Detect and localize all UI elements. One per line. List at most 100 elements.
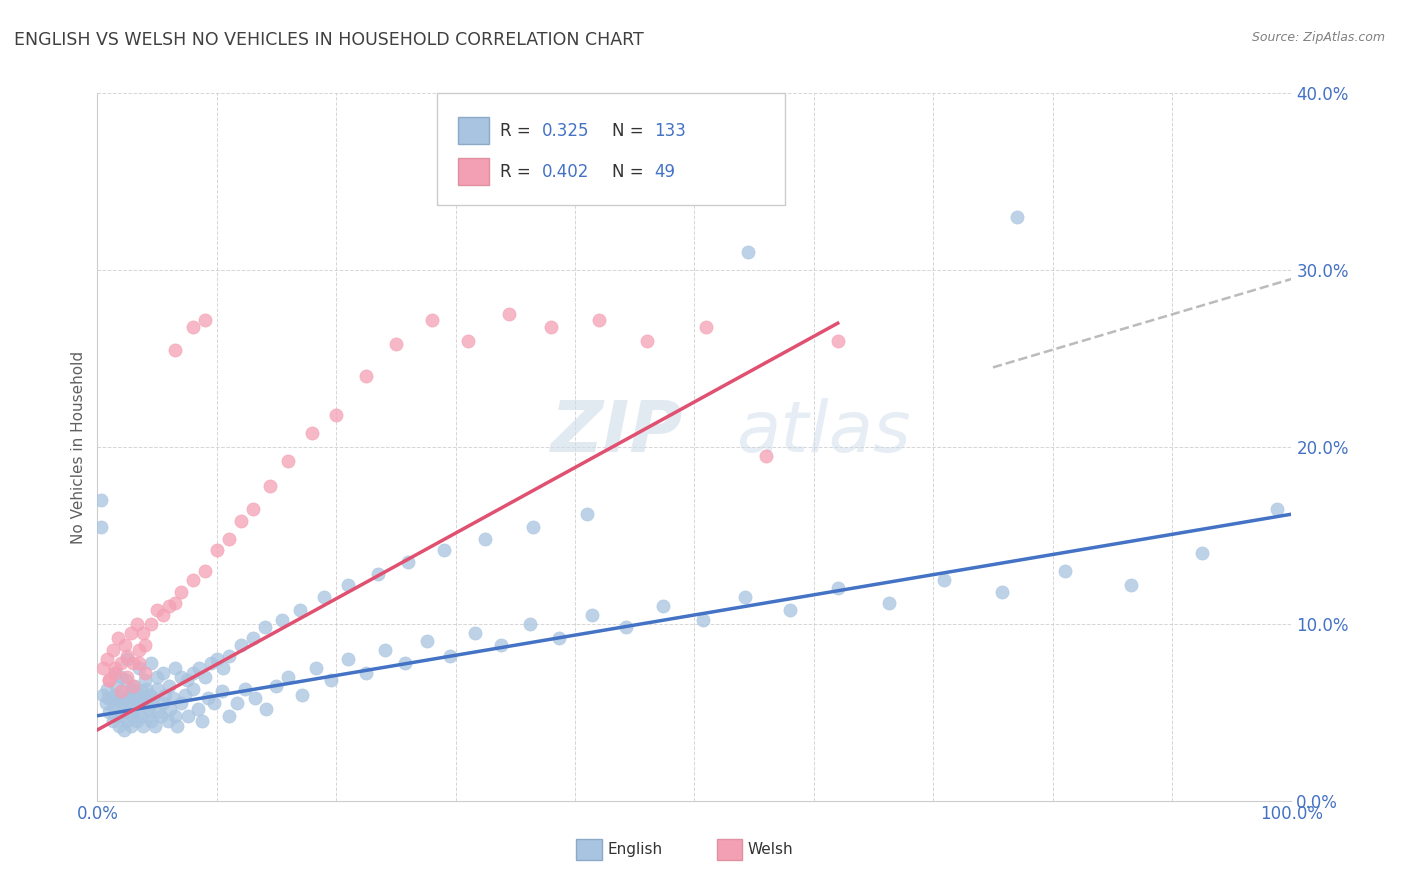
Point [1191,546,1213,560]
Point [104,666,127,681]
Point [141,697,163,711]
Point [229,514,252,528]
Point [134,666,156,681]
Y-axis label: No Vehicles in Household: No Vehicles in Household [72,351,86,543]
Point [614,620,637,634]
Point [139,688,162,702]
Point [277,454,299,468]
Point [259,479,281,493]
Point [194,670,217,684]
Point [128,656,150,670]
Point [108,719,131,733]
Point [235,682,257,697]
Point [163,596,186,610]
Point [433,542,456,557]
Point [152,666,174,681]
Point [197,691,219,706]
Point [877,596,900,610]
Point [122,679,145,693]
Point [110,691,132,706]
Point [121,682,143,697]
Point [242,631,264,645]
Point [104,666,127,681]
Text: 133: 133 [655,121,686,140]
Point [112,723,135,737]
Point [1121,578,1143,592]
Point [367,567,389,582]
Point [98,673,121,688]
Point [827,582,849,596]
Point [243,691,266,706]
Point [124,701,146,715]
Point [734,591,756,605]
Point [122,708,145,723]
Point [120,625,142,640]
Text: 0.325: 0.325 [543,121,589,140]
Point [242,501,264,516]
Point [135,682,157,697]
Point [575,507,598,521]
Point [157,599,180,614]
Point [107,631,129,645]
Point [103,701,125,715]
Point [305,661,328,675]
Point [170,585,193,599]
Point [139,616,162,631]
Point [194,312,217,326]
Point [314,591,336,605]
Point [132,719,155,733]
Point [337,578,360,592]
Point [636,334,658,348]
Point [128,697,150,711]
Text: N =: N = [613,162,654,181]
Point [181,682,204,697]
Point [205,652,228,666]
Text: ENGLISH VS WELSH NO VEHICLES IN HOUSEHOLD CORRELATION CHART: ENGLISH VS WELSH NO VEHICLES IN HOUSEHOL… [14,31,644,49]
Point [181,573,204,587]
Point [1005,210,1028,224]
Point [522,519,544,533]
Point [202,697,225,711]
Point [146,602,169,616]
Point [229,638,252,652]
Point [354,666,377,681]
Point [98,705,121,719]
Point [277,670,299,684]
Point [136,708,159,723]
Point [205,542,228,557]
Point [385,337,408,351]
Point [110,708,132,723]
Point [396,555,419,569]
Point [163,708,186,723]
Point [200,656,222,670]
Point [107,691,129,706]
Point [120,719,142,733]
Point [110,684,132,698]
Point [266,679,288,693]
Point [194,564,217,578]
Point [157,679,180,693]
Point [125,616,148,631]
Point [181,666,204,681]
Point [122,684,145,698]
Point [115,673,138,688]
Point [354,369,377,384]
Point [439,648,461,663]
Point [1265,501,1288,516]
Point [540,319,562,334]
Point [115,648,138,663]
Point [181,319,204,334]
Point [98,673,121,688]
Point [187,661,209,675]
Point [101,714,124,728]
Point [91,661,114,675]
Point [695,319,717,334]
Point [115,652,138,666]
Point [101,643,124,657]
Point [271,613,294,627]
Point [97,691,120,706]
Point [827,334,849,348]
Point [588,312,610,326]
Point [498,307,520,321]
Point [253,620,276,634]
